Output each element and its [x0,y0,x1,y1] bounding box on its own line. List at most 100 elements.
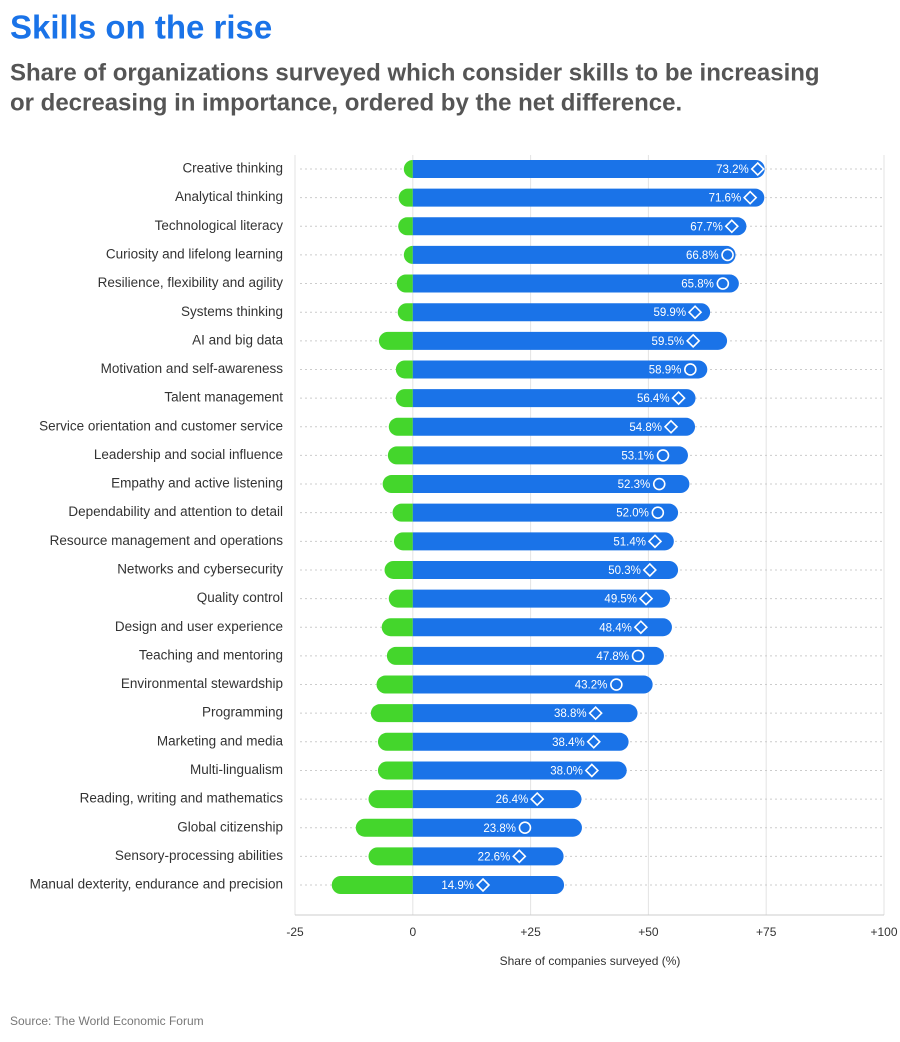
bar [381,618,413,637]
bar [376,675,413,694]
value-label: 48.4% [599,622,632,634]
bar [387,446,413,465]
bar [355,818,413,837]
bar [412,475,690,494]
y-tick-label: Networks and cybersecurity [117,562,283,577]
bar [412,360,708,379]
x-tick-label: +75 [756,925,777,939]
bar [412,847,564,866]
bar [412,303,711,322]
y-tick-label: Manual dexterity, endurance and precisio… [30,877,283,892]
value-label: 59.9% [653,307,686,319]
y-tick-label: Curiosity and lifelong learning [106,246,283,261]
value-label: 54.8% [629,422,662,434]
y-tick-label: Design and user experience [115,619,283,634]
y-tick-label: Resilience, flexibility and agility [98,275,284,290]
bar [388,589,413,608]
y-tick-label: Technological literacy [155,218,284,233]
bar [398,217,413,236]
y-tick-label: Leadership and social influence [94,447,283,462]
value-label: 47.8% [596,651,629,663]
net-marker [687,305,703,320]
bar [378,331,413,350]
value-label: 43.2% [575,680,608,692]
value-label: 50.3% [608,565,641,577]
bar [377,732,413,751]
net-marker [638,591,654,606]
x-tick-label: -25 [286,925,304,939]
y-tick-label: Reading, writing and mathematics [80,791,284,806]
y-tick-label: Analytical thinking [175,189,283,204]
net-marker [721,248,734,262]
bar [412,818,582,837]
value-label: 23.8% [483,823,516,835]
bar [412,217,747,236]
net-marker [651,506,665,519]
y-tick-label: Empathy and active listening [111,476,283,491]
net-marker [647,534,663,549]
chart-subtitle: Share of organizations surveyed which co… [10,59,820,86]
bar [331,876,413,894]
y-tick-label: Global citizenship [177,819,283,834]
value-label: 14.9% [441,880,474,892]
y-tick-label: Programming [202,705,283,720]
y-tick-label: Talent management [164,390,283,405]
net-marker [716,277,730,290]
y-tick-label: Creative thinking [182,161,283,176]
bar [384,560,413,579]
y-tick-label: Systems thinking [181,304,283,319]
bar [398,188,413,207]
x-tick-label: +100 [870,925,897,939]
bar [368,847,413,866]
value-label: 65.8% [681,279,714,291]
value-label: 38.0% [550,765,583,777]
net-marker [684,363,697,376]
bar [412,417,696,436]
net-marker [588,706,603,721]
bar [370,704,413,723]
bar [412,589,671,608]
bar [396,274,413,293]
value-label: 59.5% [652,336,685,348]
x-axis-label: Share of companies surveyed (%) [500,954,681,968]
net-marker [671,390,686,406]
bar [412,618,672,637]
bar [412,732,629,751]
net-marker [512,849,527,864]
bar [412,532,674,551]
net-marker [518,821,532,835]
value-label: 22.6% [478,851,511,863]
bar [412,160,765,178]
net-marker [610,678,623,691]
bar [412,331,728,350]
bar [412,704,638,723]
bar [412,245,736,264]
net-marker [724,219,739,234]
value-label: 53.1% [621,450,654,462]
net-marker [631,649,645,663]
value-label: 58.9% [649,365,682,377]
net-marker [652,477,666,491]
value-label: 52.0% [616,508,649,520]
value-label: 38.4% [552,737,585,749]
x-tick-label: +25 [520,925,541,939]
value-label: 71.6% [709,193,742,205]
net-marker [475,877,491,893]
bar [412,274,739,293]
net-marker [642,562,657,578]
net-marker [750,161,765,177]
bar [412,446,688,465]
y-tick-label: Dependability and attention to detail [68,504,283,519]
value-label: 26.4% [496,794,529,806]
bar [386,646,413,665]
y-tick-label: Motivation and self-awareness [101,361,284,376]
y-tick-label: Environmental stewardship [121,676,283,691]
x-tick-label: +50 [638,925,659,939]
net-marker [633,620,648,635]
bar [392,503,413,522]
net-marker [530,791,545,807]
y-tick-label: AI and big data [192,332,283,347]
y-tick-label: Quality control [197,590,283,605]
chart-subtitle: or decreasing in importance, ordered by … [10,89,682,116]
